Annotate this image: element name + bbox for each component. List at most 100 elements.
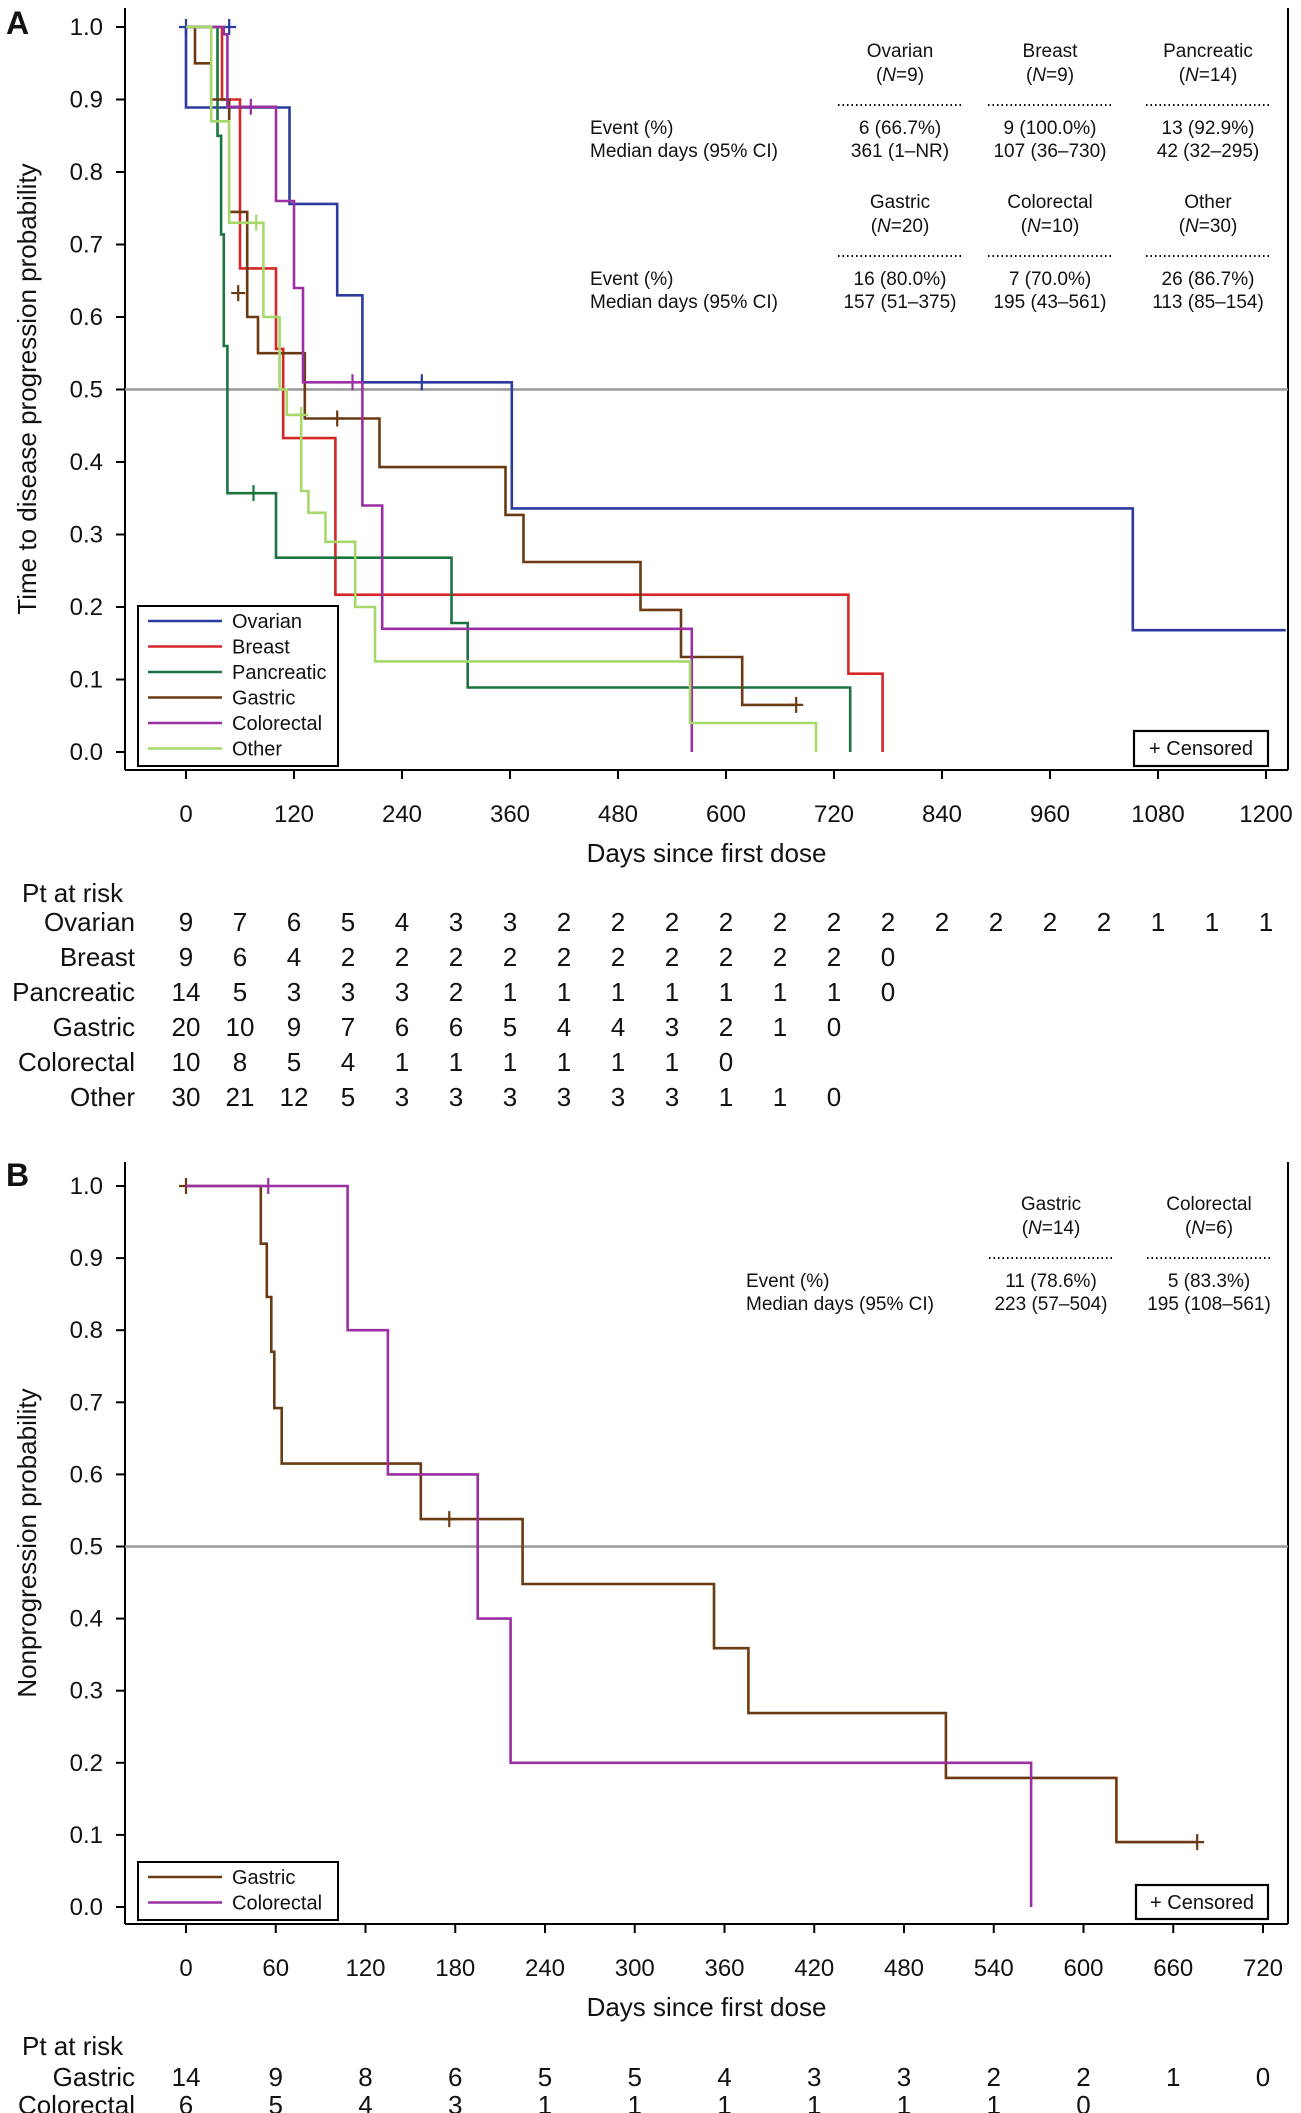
panel-a-legend-label-ovarian: Ovarian (232, 611, 302, 633)
panel-a-at-risk-row-label: Gastric (53, 1012, 135, 1042)
panel-a-y-tick-label: 0.9 (70, 87, 103, 114)
panel-a-x-tick-label: 360 (490, 801, 530, 828)
panel-a-y-tick-label: 0.8 (70, 159, 103, 186)
panel-a-x-axis-label: Days since first dose (587, 838, 827, 868)
panel-a-series-line-pancreatic (186, 25, 852, 752)
panel-a-summary-group-n: (N=30) (1179, 216, 1238, 237)
panel-b-censored-mark-gastric (442, 1511, 457, 1528)
panel-a-at-risk-value: 6 (233, 942, 247, 972)
panel-b-y-tick-label: 0.8 (70, 1317, 103, 1344)
panel-a-x-tick-label: 0 (179, 801, 192, 828)
panel-a-y-tick-label: 0.1 (70, 667, 103, 694)
panel-a-summary-row-label-median: Median days (95% CI) (590, 292, 778, 313)
panel-a-at-risk-value: 1 (557, 1047, 571, 1077)
panel-b-legend-label-colorectal: Colorectal (232, 1893, 322, 1915)
panel-a-summary-row-label-event: Event (%) (590, 269, 673, 290)
panel-a-summary-group-name: Colorectal (1007, 192, 1093, 213)
panel-a-censored-key-label: + Censored (1149, 738, 1253, 760)
panel-b-at-risk-title: Pt at risk (22, 2031, 124, 2061)
panel-a-x-tick-label: 1080 (1131, 801, 1184, 828)
panel-b-at-risk-value: 1 (897, 2090, 911, 2113)
panel-a-censored-mark-colorectal (345, 374, 360, 391)
panel-b-at-risk-value: 8 (358, 2062, 372, 2092)
panel-a-legend-label-pancreatic: Pancreatic (232, 662, 327, 684)
panel-a-at-risk-row-label: Pancreatic (12, 977, 135, 1007)
panel-a-at-risk-row-label: Colorectal (18, 1047, 135, 1077)
panel-b-summary-median: 195 (108–561) (1147, 1294, 1271, 1315)
panel-a-summary-group-n: (N=10) (1021, 216, 1080, 237)
panel-a-summary-group-n: (N=14) (1179, 65, 1238, 86)
panel-a-y-tick-label: 0.6 (70, 304, 103, 331)
panel-b-at-risk-value: 1 (987, 2090, 1001, 2113)
panel-a-at-risk-value: 2 (557, 942, 571, 972)
panel-a-at-risk-value: 3 (449, 1082, 463, 1112)
panel-a-legend-label-gastric: Gastric (232, 688, 295, 710)
panel-a-at-risk-value: 0 (719, 1047, 733, 1077)
panel-b-y-tick-label: 0.1 (70, 1822, 103, 1849)
panel-a-at-risk-value: 2 (503, 942, 517, 972)
panel-a-at-risk-value: 1 (395, 1047, 409, 1077)
panel-a-at-risk-value: 8 (233, 1047, 247, 1077)
panel-a: 0.00.10.20.30.40.50.60.70.80.91.00 120 240… (12, 8, 1293, 1112)
panel-a-summary-row-label-median: Median days (95% CI) (590, 141, 778, 162)
panel-a-at-risk-value: 6 (395, 1012, 409, 1042)
panel-a-at-risk-value: 2 (773, 942, 787, 972)
panel-b-at-risk-value: 1 (807, 2090, 821, 2113)
panel-a-x-tick-label: 240 (382, 801, 422, 828)
panel-b-summary-median: 223 (57–504) (994, 1294, 1107, 1315)
panel-a-at-risk-value: 20 (172, 1012, 201, 1042)
panel-a-summary-median: 157 (51–375) (843, 292, 956, 313)
panel-b-summary-row-label-event: Event (%) (746, 1271, 829, 1292)
panel-b-legend-box (137, 1861, 339, 1921)
panel-a-at-risk-value: 1 (611, 1047, 625, 1077)
panel-b-x-tick-label: 660 (1153, 1955, 1193, 1982)
panel-a-summary-event: 26 (86.7%) (1162, 269, 1255, 290)
panel-a-y-axis-label: Time to disease progression probability (12, 163, 42, 614)
panel-a-x-tick-label: 1200 (1239, 801, 1292, 828)
panel-a-at-risk-value: 1 (611, 977, 625, 1007)
panel-a-summary-event: 13 (92.9%) (1162, 118, 1255, 139)
panel-a-at-risk-value: 1 (1205, 907, 1219, 937)
panel-a-at-risk-value: 7 (341, 1012, 355, 1042)
panel-a-y-tick-label: 0.7 (70, 232, 103, 259)
panel-b-at-risk-row-label: Gastric (53, 2062, 135, 2092)
panel-a-at-risk-row-label: Breast (60, 942, 136, 972)
panel-b-censored-mark-gastric (1190, 1834, 1205, 1851)
panel-a-at-risk-value: 0 (827, 1012, 841, 1042)
panel-b-at-risk-value: 6 (448, 2062, 462, 2092)
panel-a-at-risk-value: 2 (341, 942, 355, 972)
panel-a-at-risk-value: 2 (827, 907, 841, 937)
panel-a-at-risk-value: 2 (935, 907, 949, 937)
panel-b-x-tick-label: 720 (1243, 1955, 1283, 1982)
panel-b-y-tick-label: 0.4 (70, 1606, 103, 1633)
panel-a-legend-label-colorectal: Colorectal (232, 713, 322, 735)
panel-b-at-risk-value: 5 (628, 2062, 642, 2092)
panel-b-at-risk-value: 4 (717, 2062, 731, 2092)
panel-a-censored-mark-gastric (231, 285, 246, 302)
panel-a-at-risk-value: 1 (503, 1047, 517, 1077)
panel-a-legend-label-breast: Breast (232, 637, 290, 659)
panel-a-at-risk-value: 2 (1097, 907, 1111, 937)
panel-a-at-risk-value: 9 (179, 942, 193, 972)
panel-a-censored-key-box (1132, 729, 1270, 768)
panel-a-at-risk-value: 0 (881, 977, 895, 1007)
panel-a-at-risk-value: 4 (395, 907, 409, 937)
panel-a-at-risk-value: 3 (665, 1082, 679, 1112)
panel-a-at-risk-value: 9 (287, 1012, 301, 1042)
panel-a-series-line-ovarian (184, 27, 1286, 632)
panel-a-at-risk-value: 6 (287, 907, 301, 937)
panel-a-at-risk-value: 1 (665, 1047, 679, 1077)
panel-a-at-risk-row-label: Other (70, 1082, 135, 1112)
panel-a-summary-median: 361 (1–NR) (851, 141, 949, 162)
panel-a-summary-group-n: (N=9) (876, 65, 924, 86)
panel-a-censored-mark-other (294, 406, 309, 423)
panel-a-x-tick-label: 480 (598, 801, 638, 828)
panel-a-at-risk-value: 1 (773, 977, 787, 1007)
panel-a-at-risk-value: 2 (989, 907, 1003, 937)
panel-a-at-risk-value: 2 (773, 907, 787, 937)
panel-a-y-tick-label: 1.0 (70, 14, 103, 41)
panel-b-summary-row-label-median: Median days (95% CI) (746, 1294, 934, 1315)
panel-b-at-risk-value: 4 (358, 2090, 372, 2113)
panel-a-at-risk-value: 5 (233, 977, 247, 1007)
